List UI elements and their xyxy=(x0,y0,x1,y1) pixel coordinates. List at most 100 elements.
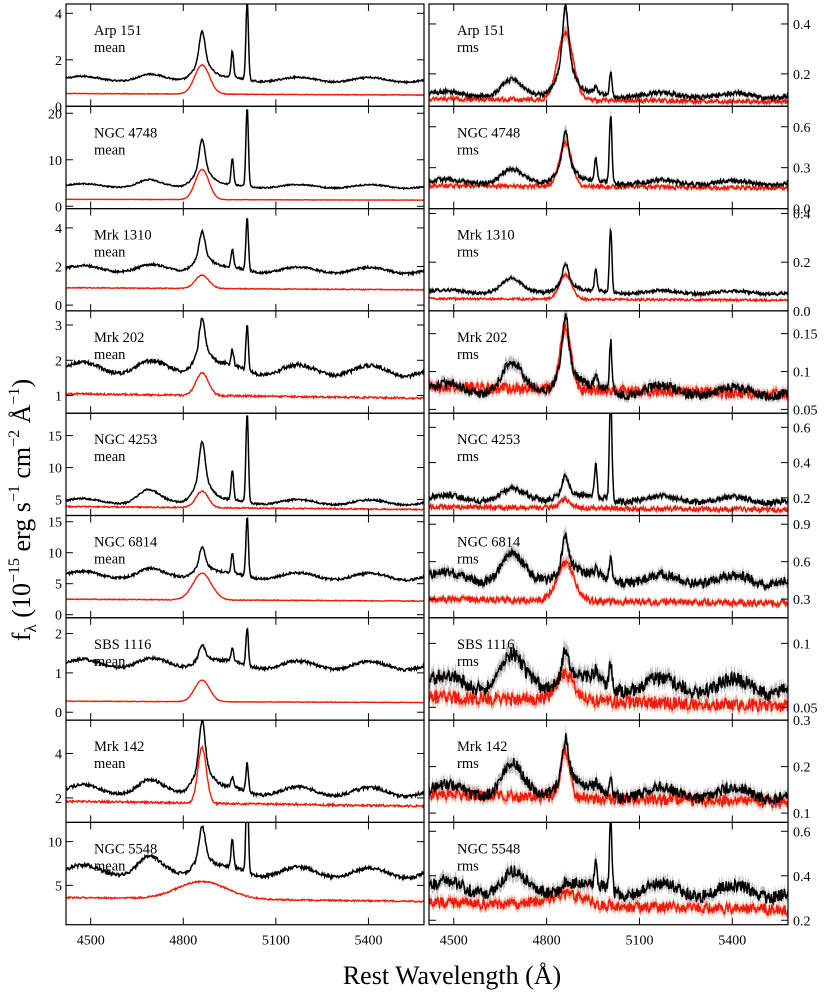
y-tick-label: 4 xyxy=(55,747,62,762)
y-axis-title-ang: Å xyxy=(7,404,36,430)
y-tick-label: 5 xyxy=(55,494,62,509)
panel-object-name: Mrk 1310 xyxy=(94,228,152,244)
y-tick-label: 2 xyxy=(55,261,62,276)
y-tick-label: 5 xyxy=(55,879,62,894)
y-tick-label: 0.4 xyxy=(793,870,811,885)
panel-frame xyxy=(428,719,789,823)
panel-spectrum-kind: rms xyxy=(457,654,479,670)
y-tick-label: 4 xyxy=(55,222,62,237)
plot-area xyxy=(66,627,424,704)
panel-spectrum-kind: rms xyxy=(457,449,479,465)
model-spectrum-line xyxy=(429,495,788,515)
y-tick-label: 0.2 xyxy=(793,68,811,83)
y-tick-label: 0.2 xyxy=(793,914,811,929)
y-tick-label: 10 xyxy=(48,547,62,562)
y-tick-label: 0.2 xyxy=(793,761,811,776)
y-tick-label: 0.3 xyxy=(793,714,811,729)
y-tick-label: 0.05 xyxy=(793,403,818,418)
panel-spectrum-kind: mean xyxy=(94,142,126,158)
observed-spectrum-line xyxy=(429,227,788,299)
panel-spectrum-kind: mean xyxy=(94,40,126,56)
y-axis-title-exp2: −1 xyxy=(6,485,23,502)
y-tick-label: 0.6 xyxy=(793,825,811,840)
y-tick-label: 0.4 xyxy=(793,207,811,222)
observed-spectrum-line xyxy=(429,532,788,592)
y-tick-label: 0 xyxy=(55,200,62,215)
panel-object-name: NGC 4748 xyxy=(457,125,520,141)
panel-object-name: Mrk 142 xyxy=(457,739,507,755)
y-axis-title-prefix: f xyxy=(7,632,36,641)
x-tick-label: 5100 xyxy=(262,934,290,949)
plot-area xyxy=(66,108,424,202)
observed-spectrum-line xyxy=(429,646,788,702)
model-spectrum-line xyxy=(66,880,424,904)
plot-area xyxy=(429,413,788,515)
y-tick-label: 0.6 xyxy=(793,421,811,436)
model-spectrum-line xyxy=(66,744,424,810)
x-tick-label: 5100 xyxy=(625,934,653,949)
model-spectrum-line xyxy=(66,572,424,603)
rms-uncertainty-band xyxy=(429,4,788,102)
plot-area xyxy=(66,317,424,401)
panel-object-name: NGC 6814 xyxy=(457,535,521,551)
panel-object-name: Mrk 202 xyxy=(94,330,144,346)
y-axis-title-open: (10 xyxy=(7,583,36,624)
y-tick-label: 2 xyxy=(55,628,62,643)
plot-area xyxy=(429,224,788,304)
y-tick-label: 0.4 xyxy=(793,18,811,33)
x-axis-title: Rest Wavelength (Å) xyxy=(343,961,561,990)
observed-spectrum-line xyxy=(66,415,424,508)
plot-area xyxy=(429,637,788,717)
model-spectrum-line xyxy=(66,64,424,97)
y-tick-label: 0.9 xyxy=(793,518,811,533)
panel-object-name: Mrk 202 xyxy=(457,330,507,346)
panel-spectrum-kind: rms xyxy=(457,858,479,874)
model-spectrum-line xyxy=(429,322,788,401)
y-tick-label: 0.0 xyxy=(793,203,811,218)
model-spectrum-line xyxy=(66,371,424,401)
model-spectrum-line xyxy=(429,29,788,107)
panel-object-name: Arp 151 xyxy=(94,23,142,39)
model-spectrum-line xyxy=(429,668,788,714)
model-spectrum-line xyxy=(429,889,788,916)
panel-object-name: Arp 151 xyxy=(457,23,505,39)
panel-object-name: NGC 5548 xyxy=(94,841,157,857)
y-tick-label: 0.2 xyxy=(793,256,811,271)
plot-area xyxy=(66,4,424,97)
model-spectrum-line xyxy=(66,168,424,202)
y-axis-title-exp4: −1 xyxy=(6,388,23,405)
y-tick-label: 15 xyxy=(48,516,62,531)
y-axis-title-cm: cm xyxy=(7,447,36,485)
rms-model-band xyxy=(429,23,788,106)
model-spectrum-line xyxy=(429,273,788,304)
y-axis-title-exp1: −15 xyxy=(6,558,23,583)
panel-object-name: Mrk 142 xyxy=(94,739,144,755)
observed-spectrum-line xyxy=(429,4,788,103)
y-tick-label: 0 xyxy=(55,299,62,314)
plot-area xyxy=(429,310,788,405)
y-tick-label: 4 xyxy=(55,7,62,22)
panel-object-name: NGC 6814 xyxy=(94,535,158,551)
y-tick-label: 2 xyxy=(55,792,62,807)
y-tick-label: 3 xyxy=(55,319,62,334)
plot-area xyxy=(429,524,788,609)
panel-object-name: NGC 4253 xyxy=(457,432,520,448)
panel-spectrum-kind: mean xyxy=(94,449,126,465)
y-axis-title-erg: erg s xyxy=(7,502,36,558)
observed-spectrum-line xyxy=(429,733,788,806)
panel-spectrum-kind: rms xyxy=(457,756,479,772)
rms-uncertainty-band xyxy=(429,637,788,707)
